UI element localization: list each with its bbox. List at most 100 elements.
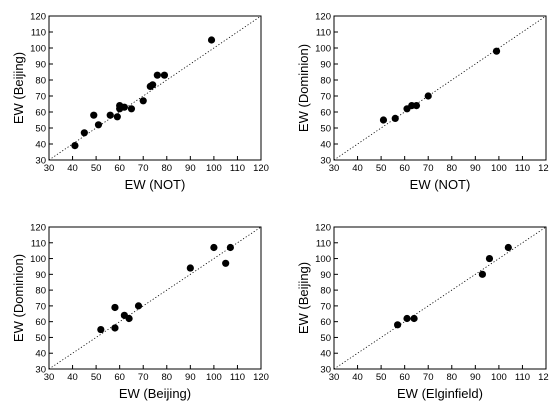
x-tick-label: 120 <box>538 372 549 383</box>
x-tick-label: 80 <box>161 163 172 174</box>
data-point <box>106 111 114 119</box>
data-point <box>222 259 230 267</box>
x-tick-label: 90 <box>185 372 196 383</box>
y-tick-label: 50 <box>35 333 46 344</box>
y-tick-label: 60 <box>35 108 46 119</box>
data-point <box>412 102 421 110</box>
x-axis-label: EW (NOT) <box>410 177 471 192</box>
panel-beijing-vs-dominion: 30 40 50 60 70 80 90 100 110 120 30 40 50 60 70 80 90 100… <box>11 223 269 402</box>
x-tick-label: 80 <box>161 372 172 383</box>
y-tick-label: 120 <box>30 223 46 234</box>
y-tick-label: 90 <box>35 270 46 281</box>
identity-line <box>48 226 262 370</box>
x-tick-label: 100 <box>491 372 507 383</box>
data-point <box>226 243 234 252</box>
y-tick-label: 120 <box>315 12 331 23</box>
x-tick-label: 70 <box>138 372 149 383</box>
y-tick-label: 40 <box>35 140 46 151</box>
data-point <box>504 243 512 252</box>
y-tick-label: 100 <box>30 254 46 265</box>
y-tick-label: 110 <box>316 238 331 249</box>
y-tick-label: 100 <box>315 254 331 265</box>
y-tick-label: 100 <box>315 44 331 55</box>
x-tick-label: 40 <box>352 372 363 383</box>
data-point <box>90 111 98 119</box>
panel-not-vs-dominion: 30 40 50 60 70 80 90 100 110 120 30 40 50 60 70 80 90 100… <box>296 12 549 193</box>
y-tick-label: 60 <box>320 317 331 328</box>
data-point <box>391 114 399 122</box>
y-tick-label: 30 <box>35 156 46 167</box>
y-tick-label: 60 <box>35 317 46 328</box>
y-tick-label: 110 <box>31 28 46 39</box>
data-point <box>111 324 119 332</box>
plot-frame <box>333 15 547 161</box>
data-point <box>210 243 218 252</box>
y-tick-label: 90 <box>320 270 331 281</box>
data-point <box>94 121 103 129</box>
data-point <box>134 302 143 310</box>
x-tick-label: 70 <box>138 163 149 174</box>
x-tick-label: 110 <box>515 372 530 383</box>
data-point <box>97 325 105 334</box>
x-tick-label: 90 <box>470 163 481 174</box>
x-tick-label: 60 <box>399 372 410 383</box>
x-tick-label: 100 <box>206 372 222 383</box>
x-tick-label: 60 <box>114 372 125 383</box>
y-tick-label: 40 <box>320 140 331 151</box>
x-tick-label: 60 <box>114 163 125 174</box>
identity-line <box>48 15 262 161</box>
x-tick-label: 70 <box>423 163 434 174</box>
data-point <box>127 105 136 113</box>
y-tick-label: 80 <box>320 286 331 297</box>
plot-frame <box>48 15 262 161</box>
x-tick-label: 120 <box>253 163 269 174</box>
data-point <box>207 36 216 44</box>
x-tick-label: 80 <box>446 163 457 174</box>
y-axis-label: EW (Dominion) <box>11 254 26 342</box>
data-point <box>71 142 79 150</box>
data-point <box>186 264 194 272</box>
x-tick-label: 40 <box>67 163 78 174</box>
y-tick-label: 70 <box>35 92 46 103</box>
y-tick-label: 80 <box>35 76 46 87</box>
x-tick-label: 120 <box>253 372 269 383</box>
x-tick-label: 50 <box>91 163 102 174</box>
y-tick-label: 60 <box>320 108 331 119</box>
x-axis-label: EW (NOT) <box>125 177 186 192</box>
y-tick-label: 110 <box>316 28 331 39</box>
data-point <box>125 314 133 323</box>
x-tick-label: 70 <box>423 372 434 383</box>
data-point <box>424 92 432 100</box>
identity-line <box>333 226 547 370</box>
data-point <box>149 81 157 89</box>
y-tick-label: 30 <box>320 365 331 376</box>
x-tick-label: 80 <box>446 372 457 383</box>
x-tick-label: 30 <box>44 163 55 174</box>
x-tick-label: 40 <box>352 163 363 174</box>
y-tick-label: 70 <box>35 301 46 312</box>
y-tick-label: 30 <box>320 156 331 167</box>
y-tick-label: 90 <box>35 60 46 71</box>
data-point <box>394 321 402 329</box>
x-tick-label: 120 <box>538 163 549 174</box>
panel-not-vs-beijing: 30 40 50 60 70 80 90 100 110 120 30 40 50 60 70 80 90 100… <box>11 12 269 193</box>
data-point <box>139 97 147 105</box>
x-tick-label: 50 <box>91 372 102 383</box>
data-point <box>478 270 486 278</box>
identity-line <box>333 15 547 161</box>
data-point <box>120 103 128 111</box>
y-tick-label: 70 <box>320 92 331 103</box>
y-tick-label: 50 <box>320 333 331 344</box>
y-tick-label: 40 <box>320 349 331 360</box>
y-axis-label: EW (Beijing) <box>11 52 26 124</box>
x-tick-label: 100 <box>491 163 507 174</box>
data-point <box>160 71 169 79</box>
y-tick-label: 70 <box>320 301 331 312</box>
data-point <box>410 314 418 323</box>
x-tick-label: 110 <box>230 163 245 174</box>
x-tick-label: 50 <box>376 372 387 383</box>
y-tick-label: 120 <box>315 223 331 234</box>
data-point <box>403 314 411 323</box>
data-point <box>153 71 161 79</box>
